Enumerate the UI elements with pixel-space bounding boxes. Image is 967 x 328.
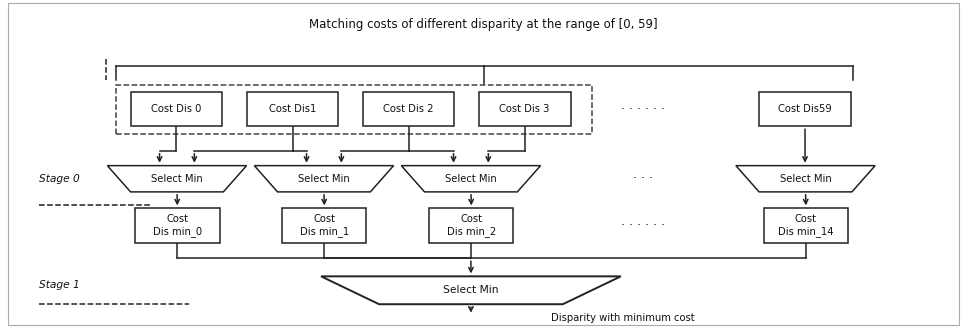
Text: Cost Dis1: Cost Dis1 (269, 104, 316, 114)
Text: Cost
Dis min_0: Cost Dis min_0 (153, 214, 202, 237)
Polygon shape (107, 166, 247, 192)
FancyBboxPatch shape (363, 92, 454, 126)
FancyBboxPatch shape (247, 92, 338, 126)
Text: Cost
Dis min_14: Cost Dis min_14 (778, 214, 834, 237)
Polygon shape (401, 166, 541, 192)
FancyBboxPatch shape (759, 92, 851, 126)
Text: Matching costs of different disparity at the range of [0, 59]: Matching costs of different disparity at… (309, 18, 658, 31)
Text: Cost Dis 0: Cost Dis 0 (151, 104, 202, 114)
Polygon shape (736, 166, 875, 192)
FancyBboxPatch shape (131, 92, 222, 126)
Text: Cost Dis59: Cost Dis59 (778, 104, 832, 114)
FancyBboxPatch shape (764, 208, 848, 243)
Text: Cost
Dis min_1: Cost Dis min_1 (300, 214, 349, 237)
Text: Disparity with minimum cost: Disparity with minimum cost (551, 313, 695, 323)
Polygon shape (321, 276, 621, 304)
Text: Cost
Dis min_2: Cost Dis min_2 (447, 214, 496, 237)
Text: Stage 1: Stage 1 (39, 280, 79, 290)
Text: Select Min: Select Min (298, 174, 350, 184)
FancyBboxPatch shape (479, 92, 571, 126)
Text: Select Min: Select Min (151, 174, 203, 184)
Text: Cost Dis 3: Cost Dis 3 (499, 104, 550, 114)
Text: · · ·: · · · (633, 172, 653, 185)
Polygon shape (254, 166, 394, 192)
Text: Cost Dis 2: Cost Dis 2 (383, 104, 434, 114)
Text: Select Min: Select Min (779, 174, 832, 184)
FancyBboxPatch shape (282, 208, 366, 243)
FancyBboxPatch shape (429, 208, 513, 243)
Text: Select Min: Select Min (445, 174, 497, 184)
Text: · · · · · ·: · · · · · · (621, 219, 665, 232)
FancyBboxPatch shape (135, 208, 220, 243)
Text: Select Min: Select Min (443, 285, 499, 295)
Text: Stage 0: Stage 0 (39, 174, 79, 184)
Text: · · · · · ·: · · · · · · (621, 103, 665, 116)
